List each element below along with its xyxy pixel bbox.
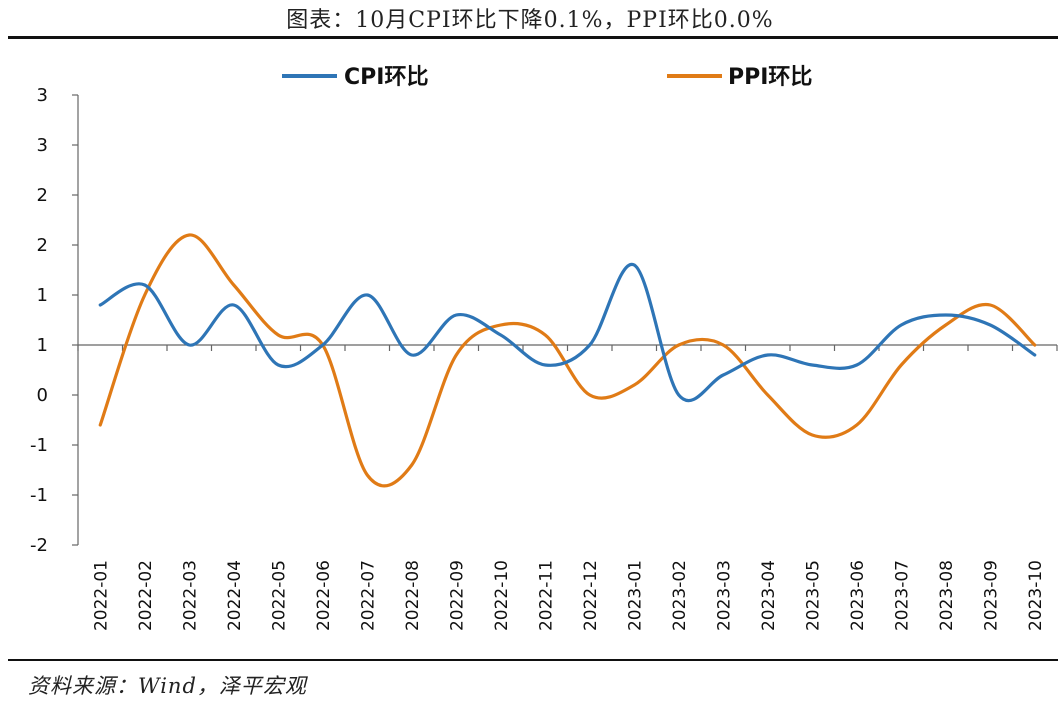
x-tick-label: 2023-08: [937, 560, 957, 631]
x-tick-label: 2022-08: [403, 560, 423, 631]
x-tick-label: 2022-12: [581, 560, 601, 631]
legend-label-ppi: PPI环比: [728, 65, 812, 90]
title-rule: [8, 36, 1058, 39]
y-tick-label: 2: [37, 235, 48, 256]
x-tick-label: 2023-04: [759, 560, 779, 631]
x-tick-label: 2023-10: [1026, 560, 1046, 631]
x-tick-label: 2022-09: [447, 560, 467, 631]
y-tick-label: 3: [37, 85, 48, 106]
y-tick-label: -1: [30, 485, 48, 506]
legend-label-cpi: CPI环比: [344, 65, 428, 90]
footer-rule: [8, 659, 1058, 661]
x-tick-label: 2023-01: [625, 560, 645, 631]
x-tick-label: 2022-03: [180, 560, 200, 631]
cpi-series-line: [98, 263, 1037, 403]
chart-title: 图表：10月CPI环比下降0.1%，PPI环比0.0%: [286, 8, 774, 33]
x-tick-label: 2022-01: [91, 560, 111, 631]
source-note: 资料来源：Wind，泽平宏观: [28, 674, 307, 698]
line-chart: -2 -1 -1 0 1 1 2 2 3 3 2022-01 2022-02 2022-03 2022-0…: [30, 65, 1058, 631]
x-tick-label: 2022-05: [269, 560, 289, 631]
y-tick-label: 0: [37, 385, 48, 406]
y-tick-label: 2: [37, 185, 48, 206]
x-tick-label: 2023-09: [981, 560, 1001, 631]
x-tick-label: 2022-06: [314, 560, 334, 631]
x-tick-label: 2022-04: [225, 560, 245, 631]
x-tick-label: 2023-05: [803, 560, 823, 631]
y-tick-label: 3: [37, 135, 48, 156]
x-tick-label: 2022-11: [536, 560, 556, 631]
y-tick-label: -1: [30, 435, 48, 456]
y-tick-label: 1: [37, 285, 48, 306]
x-tick-label: 2023-06: [848, 560, 868, 631]
x-tick-label: 2023-03: [714, 560, 734, 631]
x-tick-label: 2022-07: [358, 560, 378, 631]
x-tick-label: 2023-02: [670, 560, 690, 631]
x-tick-label: 2022-10: [492, 560, 512, 631]
y-tick-label: 1: [37, 335, 48, 356]
x-tick-label: 2022-02: [136, 560, 156, 631]
y-tick-label: -2: [30, 535, 48, 556]
x-tick-label: 2023-07: [892, 560, 912, 631]
ppi-series-line: [98, 233, 1037, 488]
